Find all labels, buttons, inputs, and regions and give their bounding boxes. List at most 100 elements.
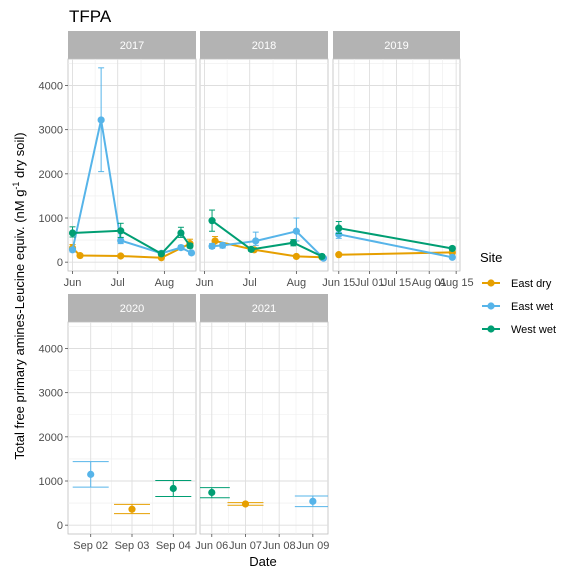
x-tick-label: Aug (287, 277, 307, 289)
data-point-east-dry (76, 251, 84, 260)
series-line-east-dry (214, 240, 323, 259)
data-point-east-dry (211, 237, 219, 245)
data-point-east-wet (68, 246, 77, 254)
x-tick-label: Jun (196, 277, 214, 289)
data-point-west-wet (247, 245, 255, 253)
y-tick-label: 3000 (39, 388, 63, 400)
data-point-east-wet (117, 236, 125, 245)
x-tick-label: Jun 15 (322, 277, 355, 289)
x-tick-label: Aug (155, 277, 175, 289)
facet-panel-2017 (67, 58, 197, 272)
x-tick-label: Jul (111, 277, 125, 289)
series-west-wet (208, 209, 326, 261)
x-tick-label: Jun 09 (296, 540, 329, 552)
chart-title: TFPA (69, 7, 112, 26)
series-west-wet (335, 221, 456, 253)
data-point-west-wet (169, 484, 177, 493)
facet-strip-label-2017: 2017 (120, 40, 144, 52)
y-tick-label: 0 (57, 520, 63, 532)
data-point-east-wet (309, 497, 317, 505)
facet-data-2017 (68, 67, 196, 262)
y-axis-title-sup: -1 (11, 182, 21, 190)
facet-2021: 2021 Jun 06 Jun 07 Jun 08 Jun 09 (195, 294, 329, 552)
data-point-east-dry (117, 252, 125, 260)
facet-data-2019 (335, 221, 456, 261)
y-axis-title-tail: dry soil) (12, 132, 27, 181)
facet-panels: 2017 0 1000 2000 3000 4000 Jun Jul Aug 2018 Jun Jul… (39, 31, 474, 552)
data-point-west-wet (177, 229, 185, 237)
series-line-east-wet (338, 233, 453, 259)
data-point-east-dry (128, 505, 136, 513)
y-tick-label: 1000 (39, 213, 63, 225)
data-point-west-wet (208, 217, 216, 225)
data-point-east-dry (335, 251, 343, 259)
series-east-wet (294, 495, 328, 508)
x-tick-label: Sep 03 (115, 540, 150, 552)
y-tick-label: 4000 (39, 81, 63, 93)
data-point-east-wet (448, 253, 456, 261)
x-tick-label: Jul 15 (382, 277, 411, 289)
legend-key-point (487, 325, 495, 333)
data-point-west-wet (186, 242, 194, 250)
facet-strip-2019 (333, 31, 460, 59)
data-point-west-wet (68, 229, 77, 237)
series-line-west-wet (338, 227, 453, 250)
legend-key-point (487, 279, 495, 287)
series-east-dry (114, 503, 150, 515)
x-tick-label: Jul 01 (355, 277, 384, 289)
facet-strip-2020 (68, 294, 196, 322)
legend-key-point (487, 302, 495, 310)
data-point-east-dry (292, 252, 300, 261)
data-point-east-wet (187, 249, 196, 257)
series-east-wet (335, 229, 456, 261)
y-tick-label: 3000 (39, 125, 63, 137)
facet-strip-label-2020: 2020 (120, 303, 144, 315)
legend-entry-east-dry: East dry (482, 278, 552, 290)
legend-label: East dry (511, 278, 552, 290)
facet-strip-2021 (200, 294, 328, 322)
x-tick-label: Aug 01 (412, 277, 447, 289)
x-tick-label: Jun 06 (195, 540, 228, 552)
legend-entry-east-wet: East wet (482, 301, 553, 313)
facet-strip-2018 (200, 31, 328, 59)
data-point-east-wet (177, 243, 185, 252)
data-point-east-wet (335, 230, 343, 238)
x-tick-label: Aug 15 (439, 277, 474, 289)
facet-data-2021 (200, 487, 328, 508)
facet-strip-label-2021: 2021 (252, 303, 276, 315)
series-west-wet (200, 487, 230, 499)
facet-2018: 2018 Jun Jul Aug (196, 31, 329, 289)
x-axis-title: Date (249, 554, 276, 569)
series-west-wet (155, 480, 192, 497)
x-tick-label: Jun 08 (263, 540, 296, 552)
data-point-east-wet (252, 237, 260, 245)
x-tick-label: Jun (64, 277, 82, 289)
facet-panel-2018 (199, 58, 329, 272)
y-tick-label: 1000 (39, 476, 63, 488)
y-tick-label: 0 (57, 257, 63, 269)
facet-strip-label-2018: 2018 (252, 40, 276, 52)
data-point-west-wet (157, 250, 165, 258)
data-point-east-wet (97, 116, 105, 124)
legend-title: Site (480, 250, 502, 265)
facet-data-2018 (208, 209, 328, 262)
data-point-east-wet (87, 470, 95, 478)
series-west-wet (68, 222, 194, 258)
facet-panel-2021 (199, 321, 329, 535)
facet-strip-2017 (68, 31, 196, 59)
x-tick-label: Sep 02 (73, 540, 108, 552)
legend: Site East dry East wet West wet (480, 250, 556, 336)
data-point-west-wet (318, 252, 326, 261)
y-tick-label: 2000 (39, 432, 63, 444)
y-tick-label: 4000 (39, 344, 63, 356)
data-point-west-wet (448, 244, 456, 253)
data-point-west-wet (335, 224, 343, 232)
series-east-wet (72, 461, 109, 488)
data-point-west-wet (208, 488, 216, 497)
data-point-west-wet (289, 239, 297, 247)
x-tick-label: Jul (243, 277, 257, 289)
y-axis-title: Total free primary amines-Leucine equiv.… (11, 132, 27, 459)
facet-data-2020 (72, 461, 192, 515)
